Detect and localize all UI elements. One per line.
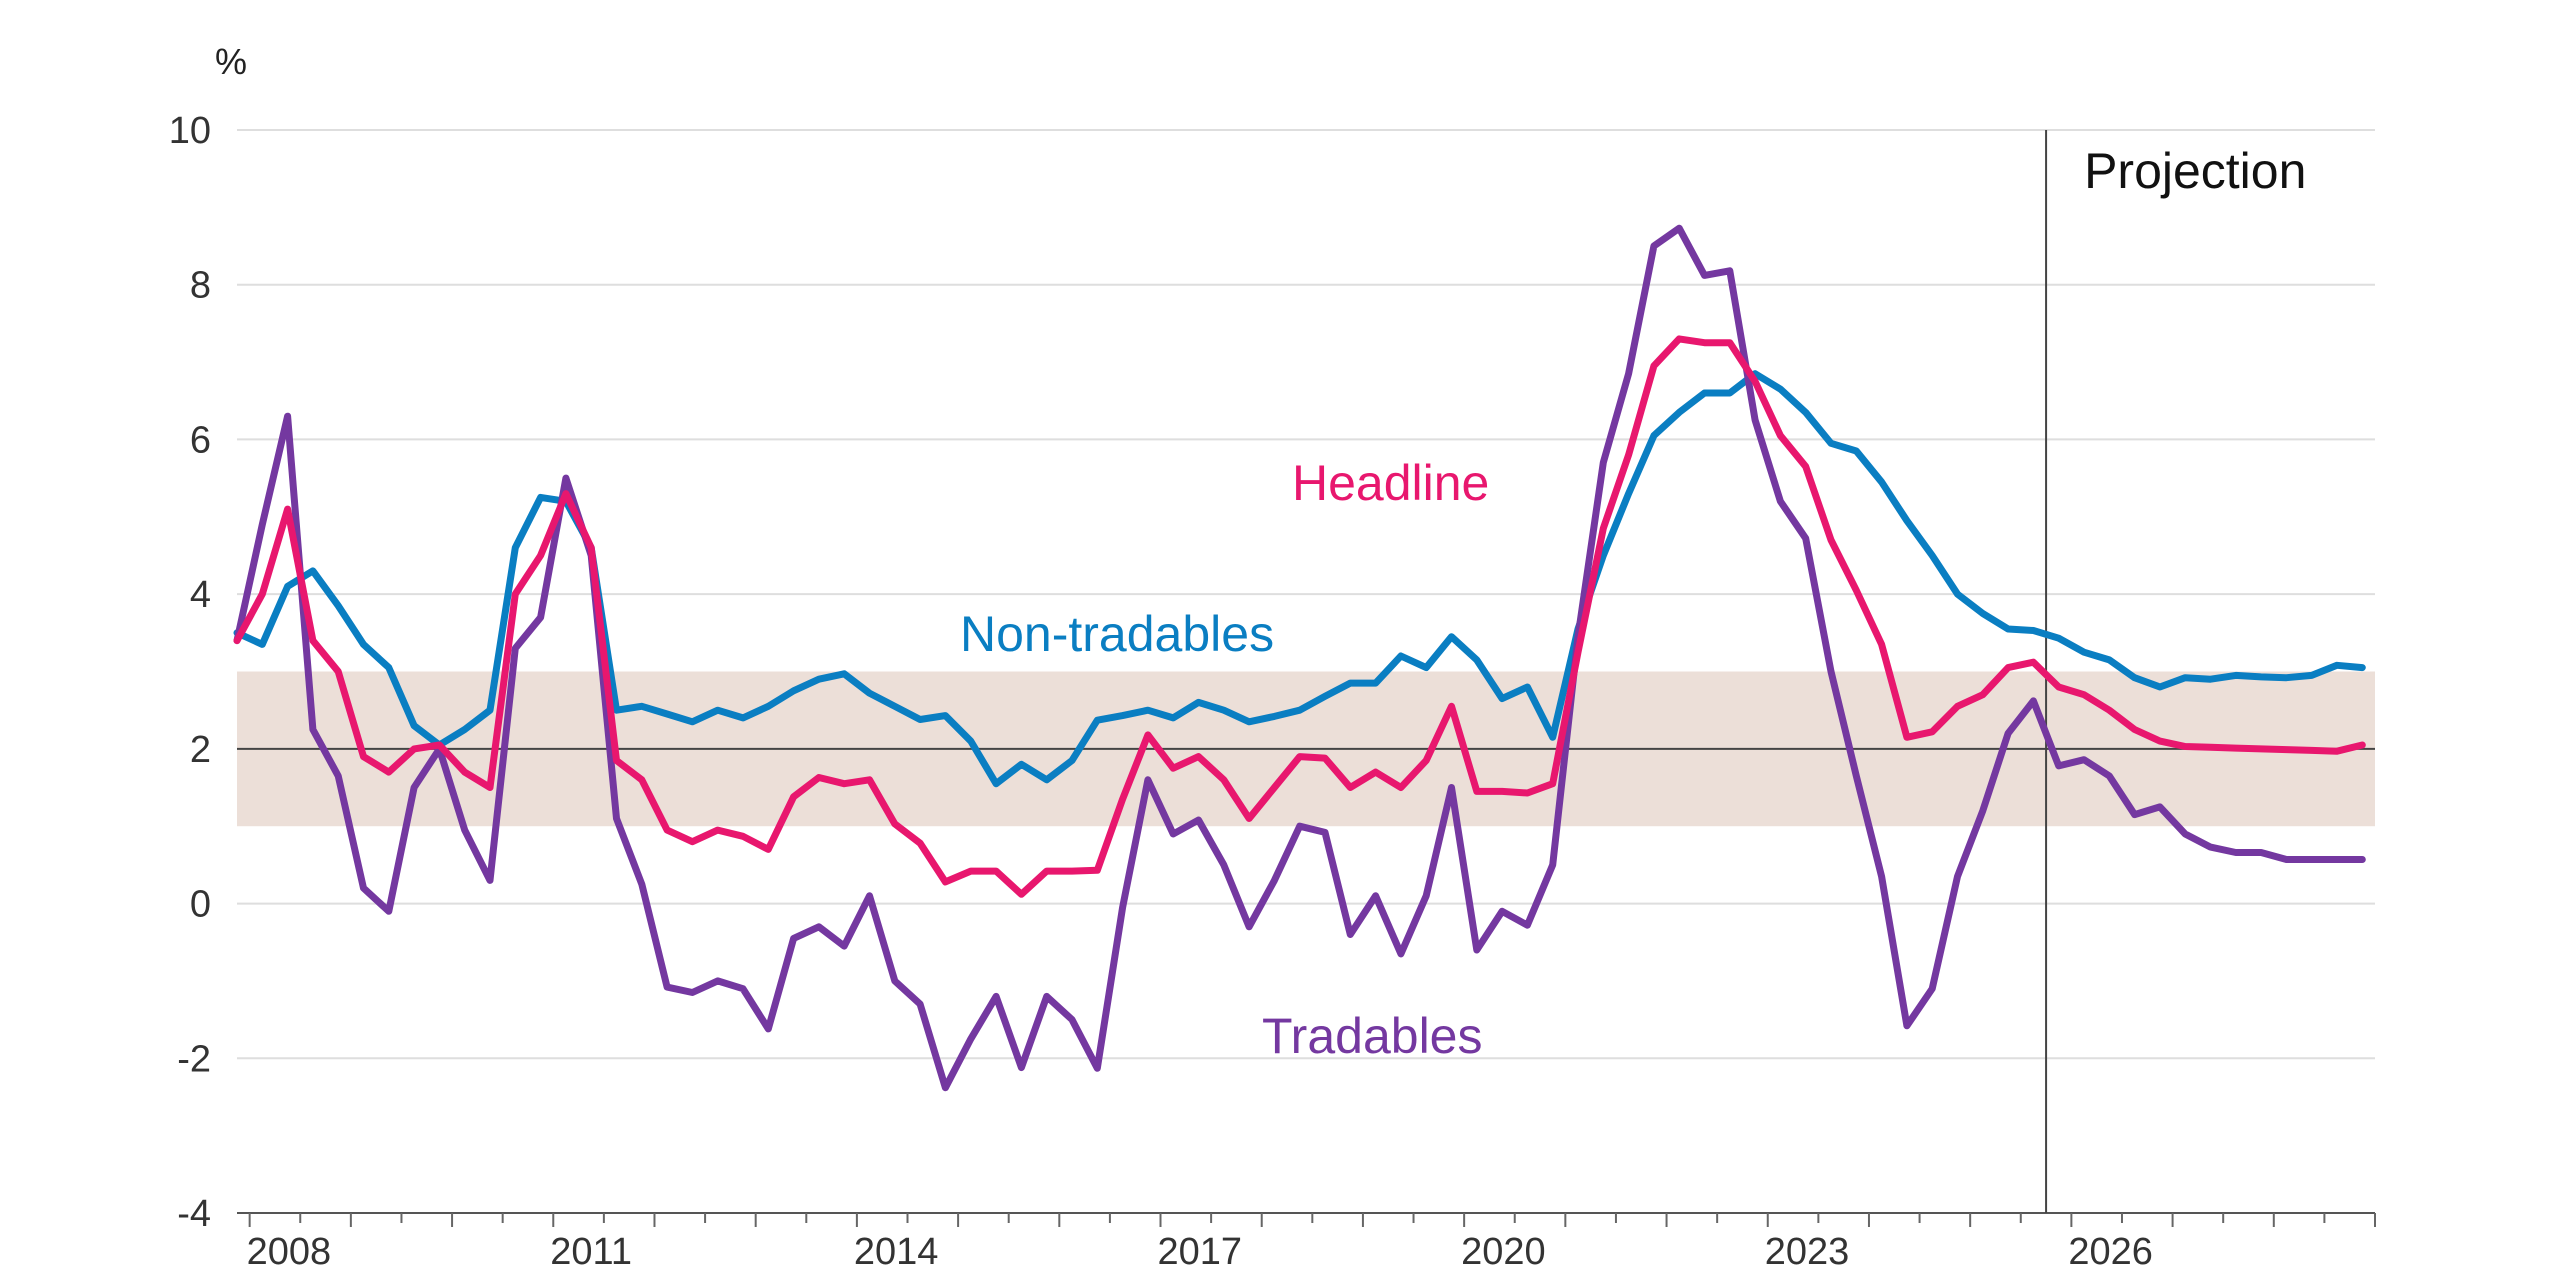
x-axis-ticks: [248, 1213, 2376, 1227]
series-label-non-tradables: Non-tradables: [960, 606, 1274, 662]
x-tick-label: 2023: [1765, 1231, 1850, 1273]
gridlines: [237, 129, 2375, 1060]
y-tick-label: 6: [190, 419, 211, 461]
x-tick-label: 2008: [247, 1231, 332, 1273]
x-tick-label: 2011: [550, 1231, 632, 1273]
series-line-headline: [233, 335, 2366, 898]
x-axis-tick-labels: 2008 2011 2014 2017 2020 2023 2026: [247, 1231, 2153, 1273]
x-tick-label: 2014: [854, 1231, 939, 1273]
y-tick-label: 10: [169, 110, 211, 152]
y-tick-label: 4: [190, 574, 211, 616]
series-lines: [233, 224, 2366, 1092]
x-tick-label: 2017: [1158, 1231, 1243, 1273]
series-labels: Non-tradables Headline Tradables: [960, 455, 1489, 1064]
y-tick-label: -2: [177, 1038, 211, 1080]
series-label-tradables: Tradables: [1262, 1008, 1482, 1064]
y-tick-label: -4: [177, 1193, 211, 1235]
projection-label: Projection: [2084, 143, 2306, 199]
series-label-headline: Headline: [1292, 455, 1489, 511]
x-tick-label: 2020: [1461, 1231, 1546, 1273]
y-tick-label: 8: [190, 265, 211, 307]
y-tick-label: 2: [190, 729, 211, 771]
x-tick-label: 2026: [2068, 1231, 2153, 1273]
y-axis-tick-labels: 10 8 6 4 2 0 -2 -4: [169, 110, 211, 1235]
y-tick-label: 0: [190, 884, 211, 926]
y-axis-unit-label: %: [215, 41, 247, 82]
